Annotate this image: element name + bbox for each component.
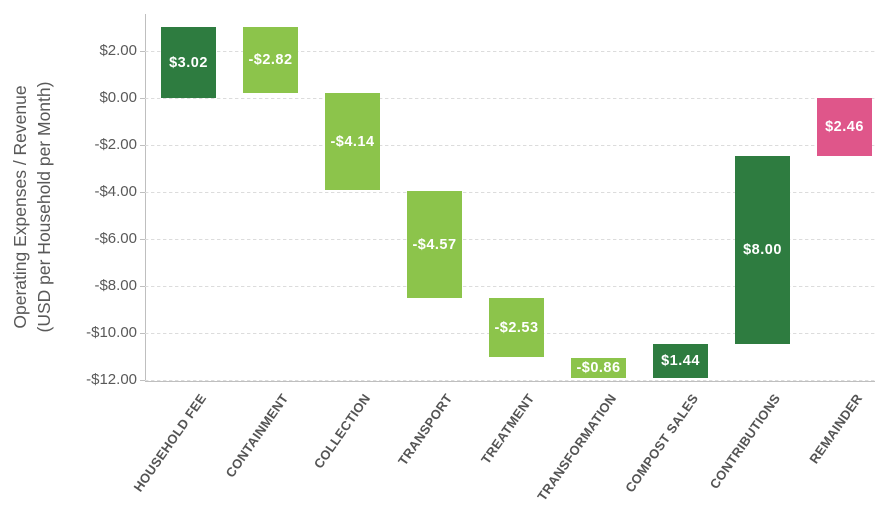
waterfall-bar: $8.00 xyxy=(735,156,790,344)
bar-value-label: $2.46 xyxy=(825,119,864,135)
y-axis-tick-label: -$6.00 xyxy=(94,230,137,247)
bar-value-label: -$2.82 xyxy=(248,52,293,68)
gridline xyxy=(145,98,875,99)
plot-area xyxy=(145,14,875,382)
y-axis-tick-label: -$4.00 xyxy=(94,183,137,200)
y-axis-tick-label: $0.00 xyxy=(99,89,137,106)
x-axis-label: HOUSEHOLD FEE xyxy=(130,391,209,495)
gridline xyxy=(145,286,875,287)
waterfall-bar: -$4.14 xyxy=(325,93,380,190)
y-axis-title-line2: (USD per Household per Month) xyxy=(34,81,54,333)
y-axis-tick-mark xyxy=(140,380,145,381)
gridline xyxy=(145,145,875,146)
bar-value-label: -$2.53 xyxy=(494,319,539,336)
gridline xyxy=(145,239,875,240)
y-axis-title-line1: Operating Expenses / Revenue xyxy=(10,85,30,329)
gridline xyxy=(145,380,875,381)
y-axis-tick-mark xyxy=(140,145,145,146)
bar-value-label: $8.00 xyxy=(743,242,782,258)
waterfall-bar: -$0.86 xyxy=(571,358,626,378)
y-axis-tick-mark xyxy=(140,286,145,287)
y-axis-tick-label: -$10.00 xyxy=(86,324,137,341)
y-axis-tick-label: $2.00 xyxy=(99,42,137,59)
waterfall-bar: $2.46 xyxy=(817,98,872,156)
waterfall-bar: $3.02 xyxy=(161,27,216,98)
bar-value-label: -$4.14 xyxy=(330,133,375,150)
gridline xyxy=(145,192,875,193)
bar-value-label: $3.02 xyxy=(169,54,208,71)
y-axis-tick-label: -$2.00 xyxy=(94,136,137,153)
y-axis-tick-mark xyxy=(140,192,145,193)
waterfall-bar: -$4.57 xyxy=(407,191,462,298)
y-axis-tick-mark xyxy=(140,51,145,52)
y-axis-tick-label: -$8.00 xyxy=(94,277,137,294)
waterfall-bar: $1.44 xyxy=(653,344,708,378)
y-axis-title: Operating Expenses / Revenue (USD per Ho… xyxy=(8,0,58,417)
y-axis-tick-mark xyxy=(140,239,145,240)
waterfall-bar: -$2.53 xyxy=(489,298,544,357)
bar-value-label: -$0.86 xyxy=(576,360,621,376)
y-axis-tick-label: -$12.00 xyxy=(86,371,137,388)
waterfall-bar: -$2.82 xyxy=(243,27,298,93)
bar-value-label: $1.44 xyxy=(661,353,700,369)
y-axis-tick-mark xyxy=(140,333,145,334)
bar-value-label: -$4.57 xyxy=(412,236,457,253)
gridline xyxy=(145,51,875,52)
y-axis-tick-mark xyxy=(140,98,145,99)
